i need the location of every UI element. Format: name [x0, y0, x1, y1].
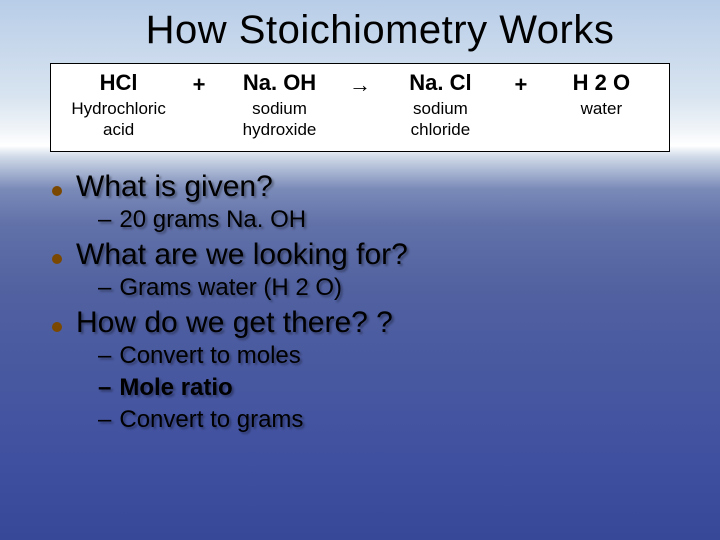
dash-icon: – — [98, 342, 111, 370]
slide: How Stoichiometry Works HCl Hydrochloric… — [0, 0, 720, 540]
bullet-text: What are we looking for? — [76, 238, 408, 272]
eq-formula: H 2 O — [573, 70, 630, 96]
eq-op-arrow: → — [349, 70, 371, 98]
slide-title: How Stoichiometry Works — [80, 8, 680, 53]
eq-label: Hydrochloric acid — [71, 98, 165, 141]
eq-formula: Na. Cl — [409, 70, 471, 96]
bullet-2: What are we looking for? — [52, 238, 680, 272]
bullet-icon — [52, 254, 62, 264]
bullet-icon — [52, 186, 62, 196]
dash-icon: – — [98, 374, 111, 402]
bullet-3: How do we get there? ? — [52, 306, 680, 340]
sub-text: Convert to grams — [119, 406, 303, 434]
sub-3-2: – Mole ratio — [98, 374, 680, 402]
equation-row: HCl Hydrochloric acid + Na. OH sodium hy… — [59, 70, 661, 141]
equation-box: HCl Hydrochloric acid + Na. OH sodium hy… — [50, 63, 670, 152]
bullet-text: How do we get there? ? — [76, 306, 393, 340]
eq-formula: HCl — [100, 70, 138, 96]
bullet-icon — [52, 322, 62, 332]
dash-icon: – — [98, 274, 111, 302]
eq-col-naoh: Na. OH sodium hydroxide — [220, 70, 339, 141]
eq-label: sodium chloride — [411, 98, 471, 141]
sub-1-1: – 20 grams Na. OH — [98, 206, 680, 234]
sub-2-1: – Grams water (H 2 O) — [98, 274, 680, 302]
eq-col-plus1: + — [178, 70, 220, 98]
eq-col-plus2: + — [500, 70, 542, 98]
dash-icon: – — [98, 406, 111, 434]
bullet-1: What is given? — [52, 170, 680, 204]
sub-text: Mole ratio — [119, 374, 232, 402]
eq-op: + — [514, 70, 527, 98]
eq-col-arrow: → — [339, 70, 381, 98]
eq-col-h2o: H 2 O water — [542, 70, 661, 119]
sub-text: Convert to moles — [119, 342, 300, 370]
eq-label: sodium hydroxide — [243, 98, 317, 141]
sub-text: 20 grams Na. OH — [119, 206, 306, 234]
sub-3-1: – Convert to moles — [98, 342, 680, 370]
sub-3-3: – Convert to grams — [98, 406, 680, 434]
eq-col-nacl: Na. Cl sodium chloride — [381, 70, 500, 141]
eq-col-hcl: HCl Hydrochloric acid — [59, 70, 178, 141]
bullet-text: What is given? — [76, 170, 273, 204]
sub-text: Grams water (H 2 O) — [119, 274, 342, 302]
content-body: What is given? – 20 grams Na. OH What ar… — [52, 170, 680, 434]
eq-label: water — [581, 98, 623, 119]
eq-op: + — [193, 70, 206, 98]
eq-formula: Na. OH — [243, 70, 316, 96]
dash-icon: – — [98, 206, 111, 234]
